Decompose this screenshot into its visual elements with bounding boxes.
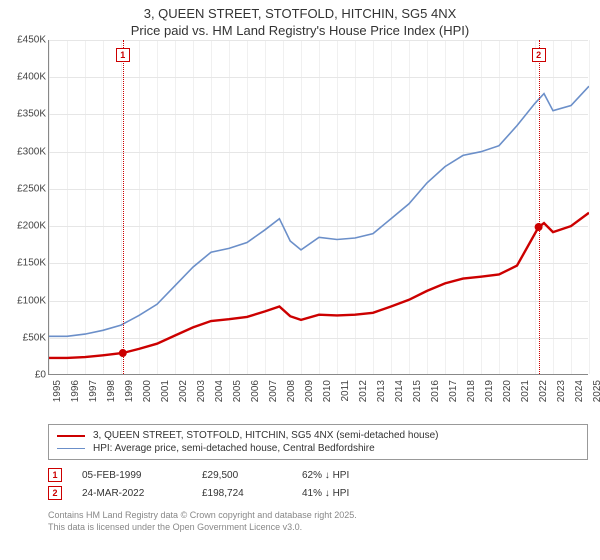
sale-price: £198,724 [202, 488, 302, 499]
sale-delta: 41% ↓ HPI [302, 488, 402, 499]
legend-swatch [57, 448, 85, 449]
x-tick: 2001 [160, 380, 171, 402]
x-tick: 2012 [358, 380, 369, 402]
x-tick: 1996 [70, 380, 81, 402]
y-tick: £350K [17, 109, 46, 120]
x-tick: 2020 [502, 380, 513, 402]
series-property [49, 213, 589, 358]
x-tick: 2003 [196, 380, 207, 402]
x-tick: 2016 [430, 380, 441, 402]
chart-title-line1: 3, QUEEN STREET, STOTFOLD, HITCHIN, SG5 … [0, 6, 600, 23]
x-tick: 2005 [232, 380, 243, 402]
legend-label: 3, QUEEN STREET, STOTFOLD, HITCHIN, SG5 … [93, 430, 438, 441]
sale-marker-box-2: 2 [532, 48, 546, 62]
y-tick: £400K [17, 72, 46, 83]
x-tick: 1997 [88, 380, 99, 402]
footer: Contains HM Land Registry data © Crown c… [48, 510, 588, 533]
x-tick: 2022 [538, 380, 549, 402]
legend: 3, QUEEN STREET, STOTFOLD, HITCHIN, SG5 … [48, 424, 588, 460]
x-tick: 2023 [556, 380, 567, 402]
x-tick: 2007 [268, 380, 279, 402]
series-hpi [49, 86, 589, 336]
y-tick: £0 [35, 370, 46, 381]
x-tick: 2018 [466, 380, 477, 402]
sale-marker-box-1: 1 [116, 48, 130, 62]
sales-table: 1 05-FEB-1999£29,50062% ↓ HPI 2 24-MAR-2022… [48, 466, 588, 502]
chart-title-line2: Price paid vs. HM Land Registry's House … [0, 23, 600, 40]
sale-marker-line-1 [123, 40, 124, 374]
x-tick: 2017 [448, 380, 459, 402]
x-tick: 2019 [484, 380, 495, 402]
sale-idx-box: 1 [48, 468, 62, 482]
x-tick: 1998 [106, 380, 117, 402]
x-tick: 1995 [52, 380, 63, 402]
y-tick: £250K [17, 183, 46, 194]
sale-row-2: 2 24-MAR-2022£198,72441% ↓ HPI [48, 484, 588, 502]
y-tick: £150K [17, 258, 46, 269]
sale-date: 05-FEB-1999 [82, 470, 202, 481]
y-tick: £450K [17, 35, 46, 46]
x-tick: 2014 [394, 380, 405, 402]
legend-item-1: HPI: Average price, semi-detached house,… [57, 442, 579, 455]
x-tick: 2008 [286, 380, 297, 402]
x-tick: 2013 [376, 380, 387, 402]
x-tick: 2025 [592, 380, 600, 402]
y-tick: £200K [17, 221, 46, 232]
x-tick: 2010 [322, 380, 333, 402]
footer-line-2: This data is licensed under the Open Gov… [48, 522, 588, 534]
sale-marker-line-2 [539, 40, 540, 374]
x-tick: 2011 [340, 380, 351, 402]
legend-label: HPI: Average price, semi-detached house,… [93, 443, 375, 454]
legend-item-0: 3, QUEEN STREET, STOTFOLD, HITCHIN, SG5 … [57, 429, 579, 442]
x-tick: 2009 [304, 380, 315, 402]
x-tick: 2004 [214, 380, 225, 402]
x-tick: 2024 [574, 380, 585, 402]
x-tick: 2002 [178, 380, 189, 402]
legend-swatch [57, 435, 85, 437]
y-tick: £100K [17, 295, 46, 306]
x-tick: 2000 [142, 380, 153, 402]
x-tick: 1999 [124, 380, 135, 402]
sale-date: 24-MAR-2022 [82, 488, 202, 499]
plot-area: 12 [48, 40, 588, 375]
sale-price: £29,500 [202, 470, 302, 481]
sale-row-1: 1 05-FEB-1999£29,50062% ↓ HPI [48, 466, 588, 484]
chart-area: 12 £0£50K£100K£150K£200K£250K£300K£350K£… [0, 40, 600, 420]
sale-delta: 62% ↓ HPI [302, 470, 402, 481]
series-svg [49, 40, 589, 375]
y-tick: £50K [23, 332, 46, 343]
y-tick: £300K [17, 146, 46, 157]
x-tick: 2021 [520, 380, 531, 402]
sale-idx-box: 2 [48, 486, 62, 500]
x-tick: 2006 [250, 380, 261, 402]
footer-line-1: Contains HM Land Registry data © Crown c… [48, 510, 588, 522]
x-tick: 2015 [412, 380, 423, 402]
